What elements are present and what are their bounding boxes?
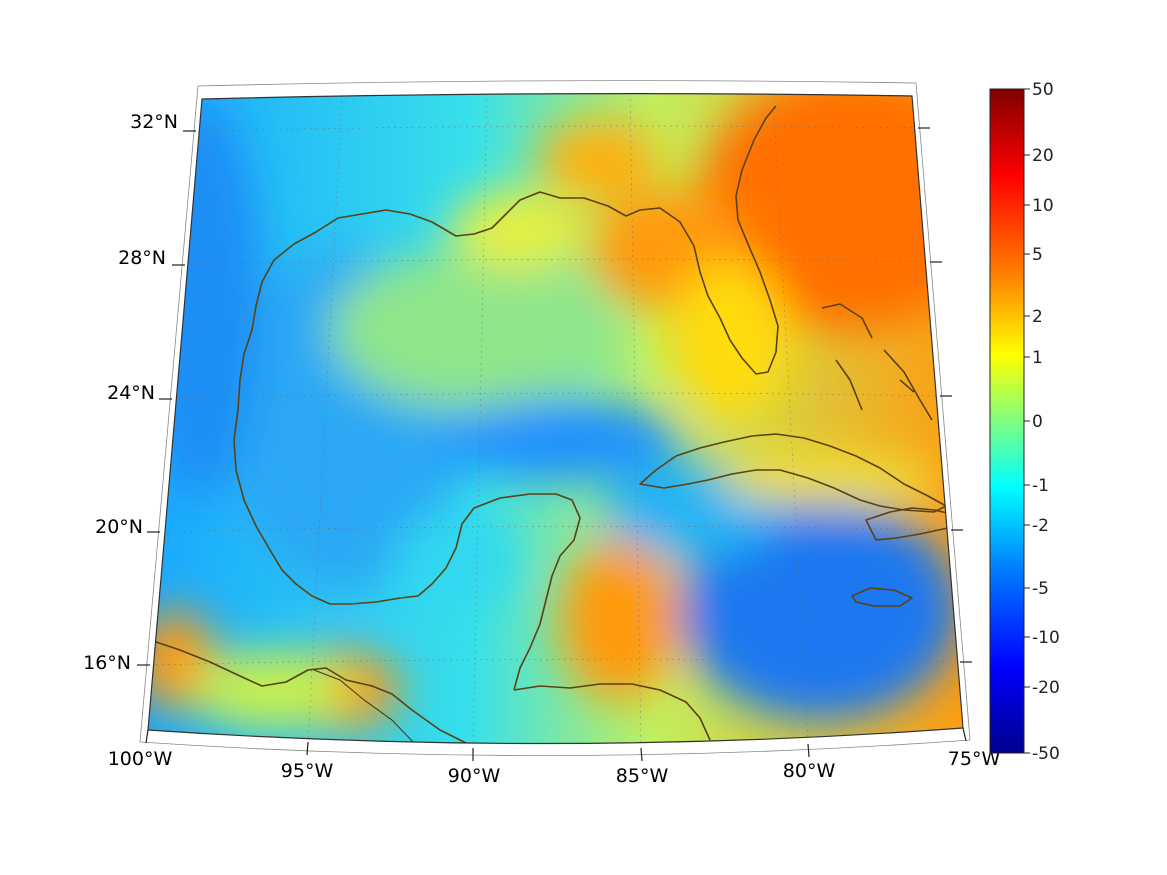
lon-label: 80°W (783, 760, 836, 782)
colorbar-tick-label: 0 (1032, 412, 1043, 432)
bahamas-coast (821, 303, 933, 421)
colorbar-tick-label: -10 (1032, 628, 1060, 648)
lon-label: 85°W (616, 765, 669, 787)
colorbar-gradient (989, 88, 1025, 754)
colorbar-tick-label: 20 (1032, 146, 1054, 166)
colorbar-tick-label: 5 (1032, 245, 1043, 265)
lat-label: 32°N (130, 111, 178, 133)
latitude-labels: 32°N 28°N 24°N 20°N 16°N (83, 111, 178, 674)
colorbar-tick-label: -1 (1032, 476, 1049, 496)
colorbar-tick-label: 2 (1032, 307, 1043, 327)
colorbar-tick-label: 10 (1032, 196, 1054, 216)
lat-label: 28°N (118, 247, 166, 269)
pacific-coast (149, 639, 471, 744)
graticule (149, 93, 961, 744)
lat-label: 20°N (95, 516, 143, 538)
mexico-border (313, 669, 417, 744)
longitude-labels: 100°W 95°W 90°W 85°W 80°W 75°W (108, 748, 1001, 787)
colorbar-tick-label: -20 (1032, 678, 1060, 698)
lat-label: 16°N (83, 652, 131, 674)
colorbar: 50 20 10 5 2 1 0 -1 -2 -5 -10 -20 -50 (989, 80, 1060, 764)
colorbar-tick-label: -2 (1032, 516, 1049, 536)
map-frame-outer (139, 80, 971, 756)
gulf-coast (233, 105, 779, 605)
lon-label: 95°W (281, 760, 334, 782)
central-america-coast (513, 683, 711, 741)
jamaica-coast (851, 587, 913, 607)
colorbar-ticks (1024, 88, 1030, 754)
colorbar-tick-label: -5 (1032, 579, 1049, 599)
colorbar-tick-label: 50 (1032, 80, 1054, 100)
lon-label: 100°W (108, 748, 173, 770)
colorbar-tick-label: 1 (1032, 348, 1043, 368)
map-frame (147, 93, 964, 745)
colorbar-tick-label: -50 (1032, 744, 1060, 764)
tick-marks (137, 127, 972, 762)
lon-label: 75°W (948, 748, 1001, 770)
lon-label: 90°W (448, 765, 501, 787)
lat-label: 24°N (107, 382, 155, 404)
yucatan-coast (417, 493, 581, 691)
